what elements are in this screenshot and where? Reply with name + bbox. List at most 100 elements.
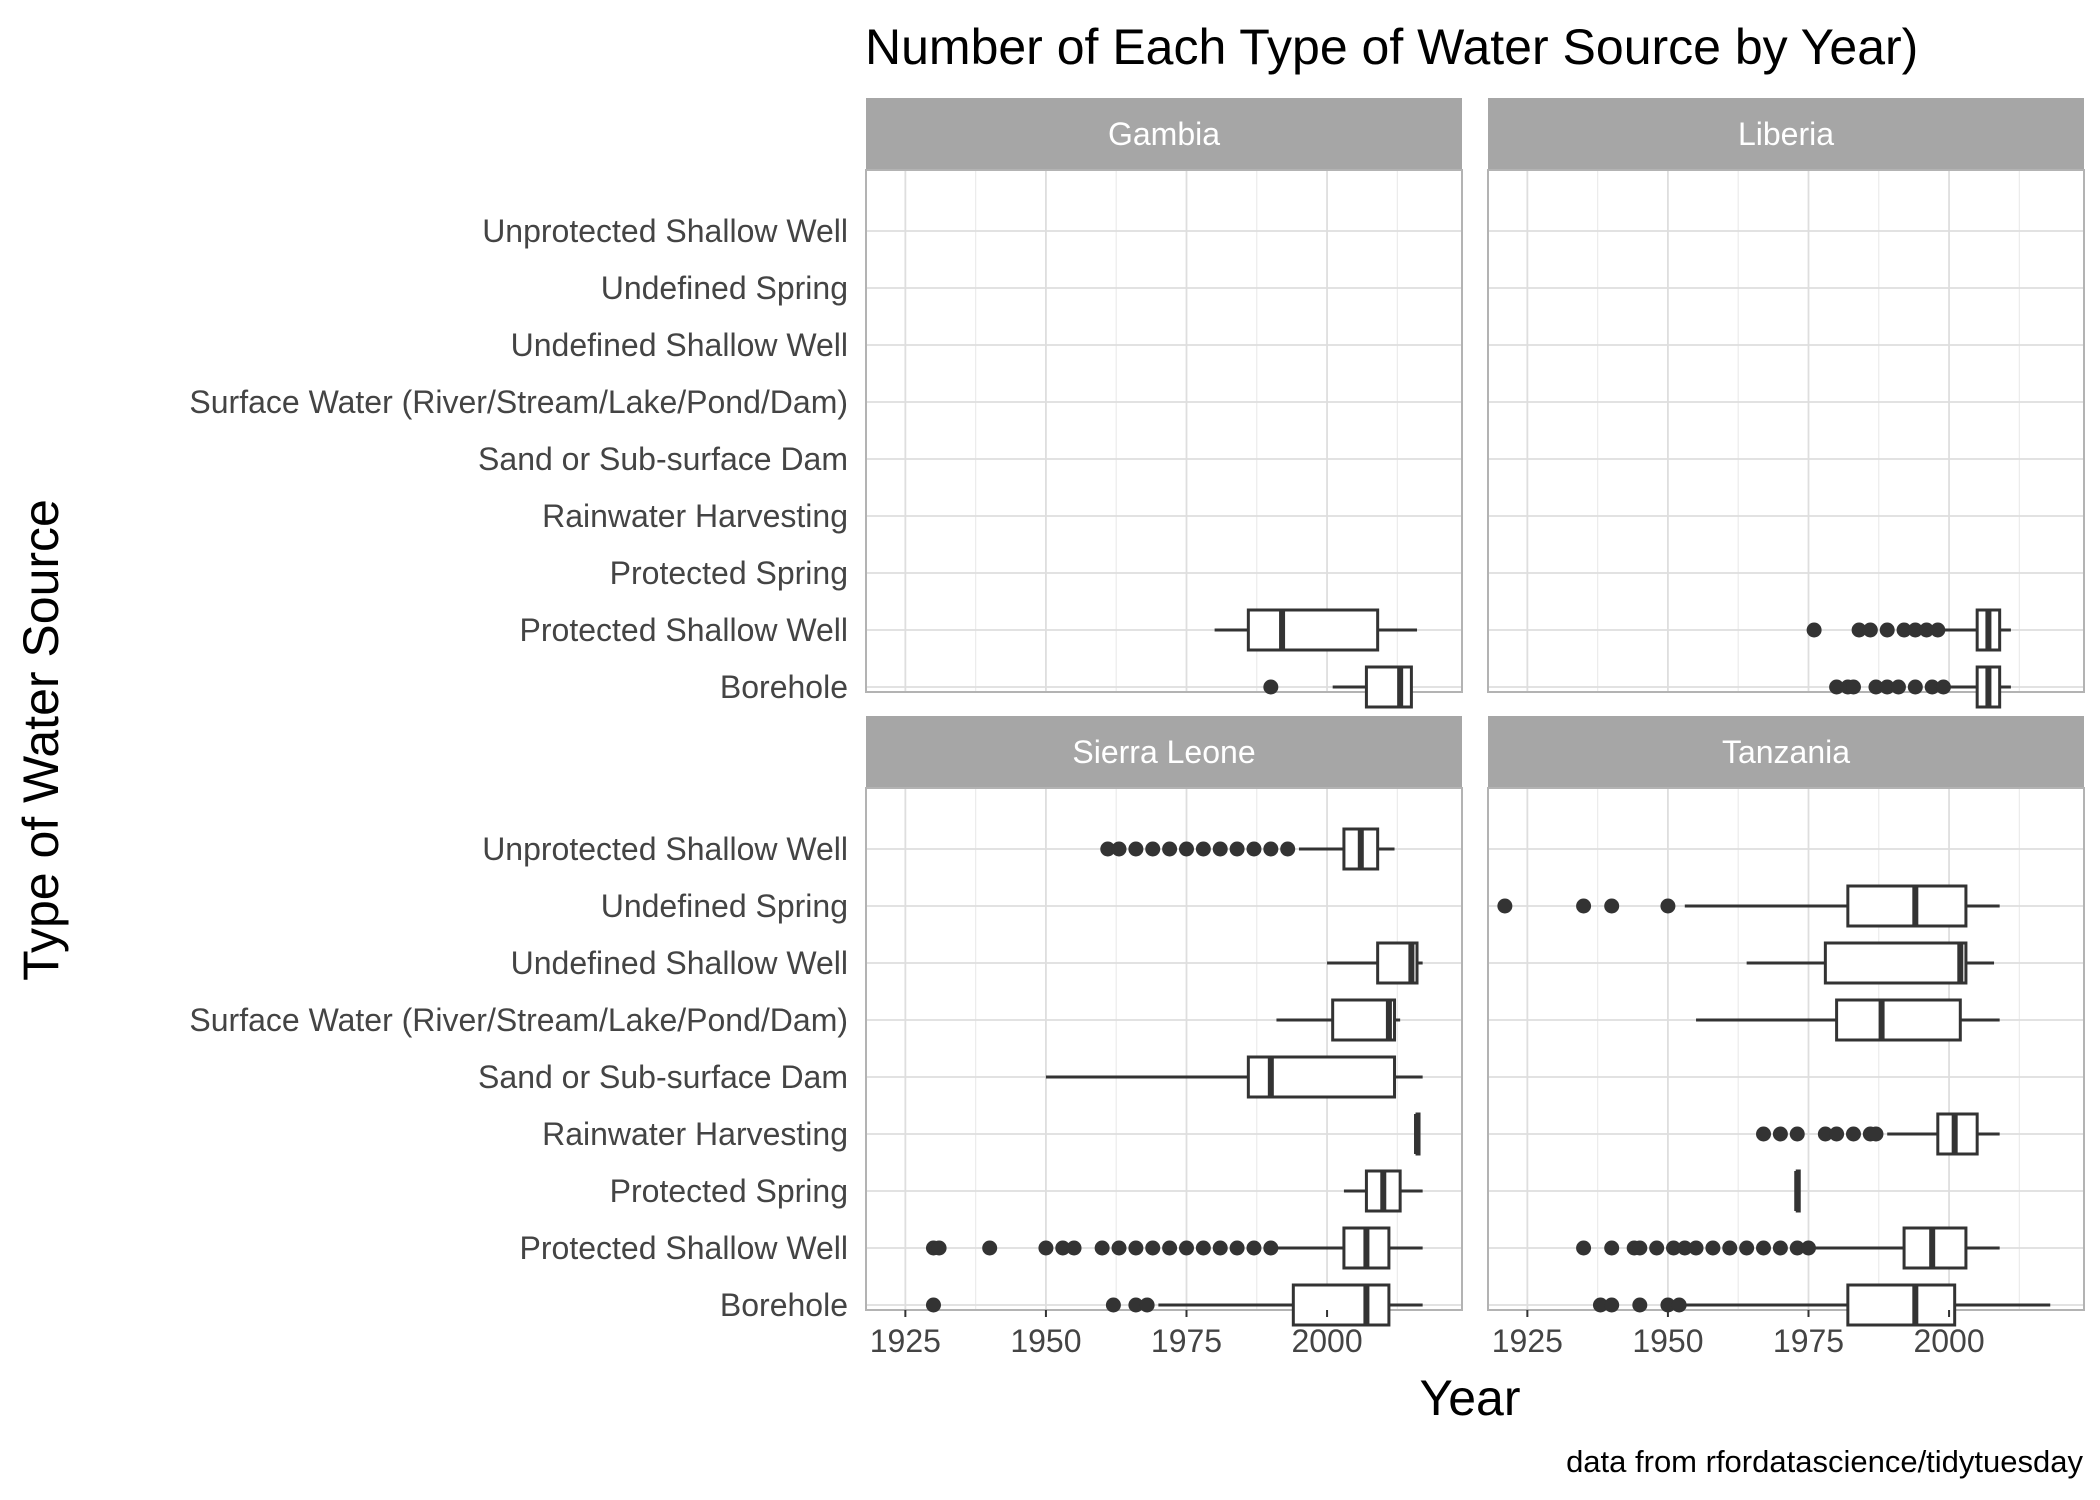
box-protected-shallow-well bbox=[925, 1226, 1423, 1270]
box-undefined-spring bbox=[1497, 884, 2000, 928]
box-iqr bbox=[1846, 884, 1968, 928]
y-tick-label: Surface Water (River/Stream/Lake/Pond/Da… bbox=[189, 1002, 848, 1038]
outlier-point bbox=[1845, 1126, 1861, 1142]
outlier-point bbox=[1677, 1240, 1693, 1256]
outlier-point bbox=[931, 1240, 947, 1256]
x-tick-label: 1950 bbox=[1632, 1323, 1703, 1359]
box-protected-shallow-well bbox=[1214, 608, 1418, 652]
outlier-point bbox=[1772, 1126, 1788, 1142]
panel-background bbox=[1488, 788, 2084, 1310]
outlier-point bbox=[1660, 898, 1676, 914]
outlier-point bbox=[1576, 1240, 1592, 1256]
box-iqr bbox=[1835, 998, 1962, 1042]
x-tick-label: 1925 bbox=[1492, 1323, 1563, 1359]
outlier-point bbox=[1229, 1240, 1245, 1256]
outlier-point bbox=[1907, 622, 1923, 638]
box-iqr bbox=[1331, 998, 1397, 1042]
outlier-point bbox=[1145, 841, 1161, 857]
outlier-point bbox=[1829, 1126, 1845, 1142]
y-tick-label: Unprotected Shallow Well bbox=[482, 831, 848, 867]
outlier-point bbox=[1066, 1240, 1082, 1256]
x-tick-label: 1950 bbox=[1010, 1323, 1081, 1359]
y-tick-label: Undefined Spring bbox=[601, 270, 848, 306]
outlier-point bbox=[1722, 1240, 1738, 1256]
y-tick-label: Protected Spring bbox=[610, 1173, 848, 1209]
facet-panels: Gambia Borehole Protected Shallow Well Prot… bbox=[189, 98, 2085, 1359]
outlier-point bbox=[1862, 622, 1878, 638]
outlier-point bbox=[1497, 898, 1513, 914]
box-protected-spring bbox=[1794, 1169, 1801, 1213]
outlier-point bbox=[1879, 679, 1895, 695]
outlier-point bbox=[1806, 622, 1822, 638]
outlier-point bbox=[1280, 841, 1296, 857]
y-tick-label: Sand or Sub-surface Dam bbox=[478, 1059, 848, 1095]
outlier-point bbox=[1263, 679, 1279, 695]
outlier-point bbox=[925, 1297, 941, 1313]
outlier-point bbox=[1246, 841, 1262, 857]
outlier-point bbox=[1739, 1240, 1755, 1256]
outlier-point bbox=[1800, 1240, 1816, 1256]
outlier-point bbox=[1162, 841, 1178, 857]
box-iqr bbox=[1846, 1283, 1957, 1327]
outlier-point bbox=[1592, 1297, 1608, 1313]
box-iqr bbox=[1246, 608, 1380, 652]
outlier-point bbox=[1128, 1240, 1144, 1256]
x-tick-label: 2000 bbox=[1291, 1323, 1362, 1359]
outlier-point bbox=[1756, 1126, 1772, 1142]
outlier-point bbox=[1851, 622, 1867, 638]
outlier-point bbox=[1666, 1240, 1682, 1256]
y-tick-label: Borehole bbox=[720, 669, 848, 705]
outlier-point bbox=[1756, 1240, 1772, 1256]
outlier-point bbox=[1829, 679, 1845, 695]
outlier-point bbox=[1604, 1240, 1620, 1256]
outlier-point bbox=[1229, 841, 1245, 857]
outlier-point bbox=[1604, 1297, 1620, 1313]
facet-strip-label: Gambia bbox=[1108, 116, 1220, 152]
outlier-point bbox=[1246, 1240, 1262, 1256]
outlier-point bbox=[1789, 1240, 1805, 1256]
box-protected-spring bbox=[1343, 1169, 1423, 1213]
outlier-point bbox=[1604, 898, 1620, 914]
outlier-point bbox=[1055, 1240, 1071, 1256]
panel-border bbox=[865, 787, 1463, 1311]
outlier-point bbox=[1212, 841, 1228, 857]
box-undefined-shallow-well bbox=[1327, 941, 1423, 985]
x-tick-label: 2000 bbox=[1913, 1323, 1984, 1359]
box-sand-or-sub-surface-dam bbox=[1045, 1055, 1423, 1099]
y-tick-label: Surface Water (River/Stream/Lake/Pond/Da… bbox=[189, 384, 848, 420]
facet-strip-label: Sierra Leone bbox=[1072, 734, 1255, 770]
facet-strip bbox=[1488, 98, 2084, 170]
outlier-point bbox=[1632, 1240, 1648, 1256]
y-tick-label: Undefined Shallow Well bbox=[511, 945, 848, 981]
box-protected-shallow-well bbox=[1576, 1226, 2000, 1270]
outlier-point bbox=[1162, 1240, 1178, 1256]
outlier-point bbox=[1100, 841, 1116, 857]
outlier-point bbox=[1772, 1240, 1788, 1256]
outlier-point bbox=[1263, 841, 1279, 857]
panel-background bbox=[1488, 170, 2084, 692]
y-tick-label: Undefined Shallow Well bbox=[511, 327, 848, 363]
chart-caption: data from rfordatascience/tidytuesday bbox=[1566, 1444, 2083, 1479]
outlier-point bbox=[1649, 1240, 1665, 1256]
facet-strip bbox=[866, 98, 1462, 170]
outlier-point bbox=[1868, 1126, 1884, 1142]
outlier-point bbox=[1688, 1240, 1704, 1256]
y-tick-label: Rainwater Harvesting bbox=[542, 498, 848, 534]
outlier-point bbox=[1139, 1297, 1155, 1313]
facet-tanzania: Tanzania 1925 1950 1975 2000 bbox=[1487, 716, 2085, 1359]
facet-strip-label: Liberia bbox=[1738, 116, 1834, 152]
facet-sierra-leone: Sierra Leone Borehole Protected Shallow We… bbox=[189, 716, 1463, 1359]
outlier-point bbox=[982, 1240, 998, 1256]
facet-strip-label: Tanzania bbox=[1722, 734, 1850, 770]
box-iqr bbox=[1823, 941, 1968, 985]
box-borehole bbox=[1263, 665, 1413, 709]
y-tick-label: Sand or Sub-surface Dam bbox=[478, 441, 848, 477]
y-tick-label: Protected Shallow Well bbox=[520, 612, 848, 648]
panel-background bbox=[866, 170, 1462, 692]
outlier-point bbox=[1128, 1297, 1144, 1313]
outlier-point bbox=[1890, 679, 1906, 695]
outlier-point bbox=[1660, 1297, 1676, 1313]
x-tick-label: 1925 bbox=[870, 1323, 941, 1359]
